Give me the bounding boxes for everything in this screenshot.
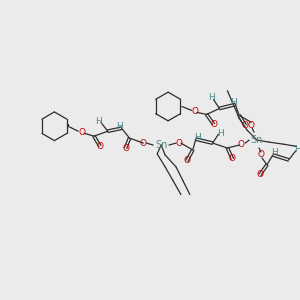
Text: Sn: Sn bbox=[155, 140, 167, 150]
Text: O: O bbox=[229, 154, 236, 164]
Text: Sn: Sn bbox=[251, 135, 263, 145]
Text: O: O bbox=[257, 150, 265, 159]
Text: H: H bbox=[95, 117, 102, 126]
Text: O: O bbox=[191, 107, 198, 116]
Text: O: O bbox=[122, 143, 129, 152]
Text: O: O bbox=[183, 156, 190, 165]
Text: H: H bbox=[217, 129, 224, 138]
Text: H: H bbox=[194, 133, 201, 142]
Text: H: H bbox=[272, 148, 278, 158]
Text: O: O bbox=[242, 121, 249, 130]
Text: H: H bbox=[116, 122, 123, 131]
Text: O: O bbox=[238, 140, 245, 148]
Text: O: O bbox=[140, 139, 147, 148]
Text: H: H bbox=[208, 93, 215, 102]
Text: O: O bbox=[79, 128, 86, 137]
Text: H: H bbox=[230, 98, 237, 107]
Text: H: H bbox=[294, 146, 300, 154]
Text: O: O bbox=[96, 142, 103, 151]
Text: O: O bbox=[210, 120, 217, 129]
Text: O: O bbox=[176, 139, 182, 148]
Text: O: O bbox=[256, 170, 263, 179]
Text: O: O bbox=[248, 121, 255, 130]
